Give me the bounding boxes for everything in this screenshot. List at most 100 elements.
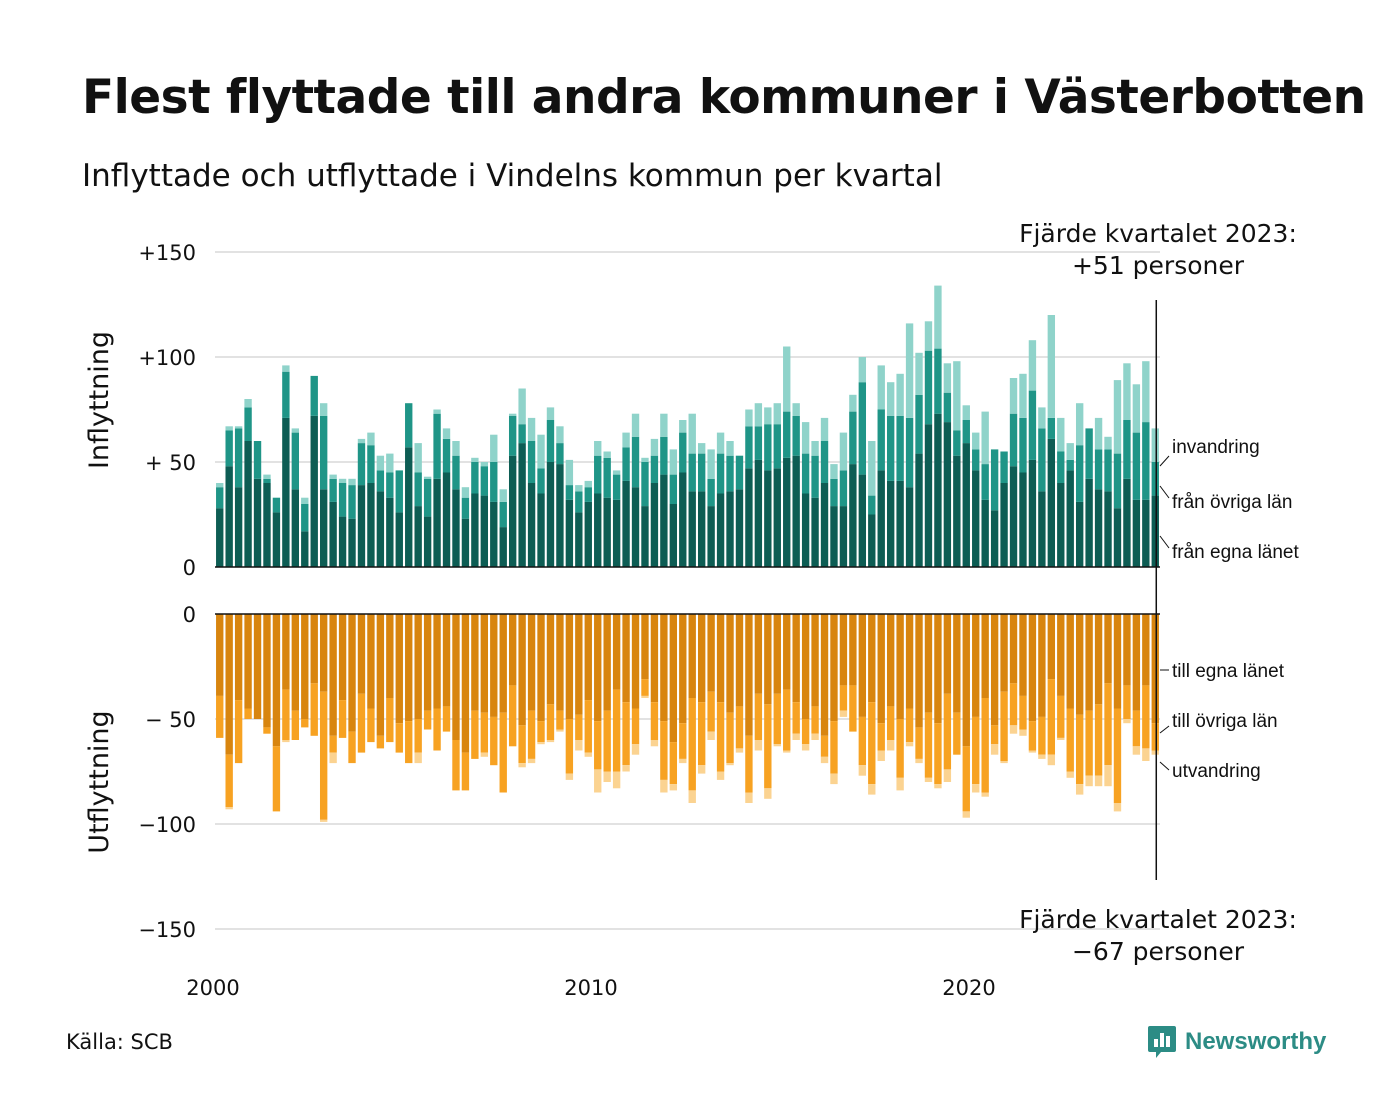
bar-in-0 [716, 493, 725, 567]
bar-ut-0 [348, 614, 356, 732]
bar-in-1 [716, 453, 725, 494]
bar-ut-1 [575, 714, 583, 740]
bar-ut-1 [594, 721, 602, 770]
bar-ut-2 [631, 744, 640, 755]
bar-in-1 [348, 485, 356, 519]
bar-ut-1 [565, 719, 574, 774]
bar-ut-2 [745, 792, 753, 803]
bar-ut-1 [953, 712, 961, 755]
bar-in-2 [414, 443, 422, 473]
bar-in-0 [272, 512, 281, 567]
bar-in-0 [1028, 459, 1037, 567]
bar-in-2 [972, 432, 980, 450]
bar-in-1 [1038, 428, 1046, 492]
bar-ut-2 [650, 740, 659, 747]
bar-in-1 [801, 453, 810, 494]
bar-in-1 [405, 403, 413, 448]
bar-in-0 [688, 491, 696, 567]
bar-in-1 [679, 432, 687, 473]
bar-ut-2 [697, 765, 706, 774]
bar-ut-1 [924, 712, 933, 778]
bar-ut-0 [338, 614, 347, 701]
bar-ut-1 [556, 710, 564, 730]
bar-in-0 [858, 474, 867, 567]
bar-ut-0 [461, 614, 470, 753]
bar-in-2 [1009, 378, 1018, 414]
bar-ut-2 [896, 777, 904, 791]
bar-in-0 [896, 480, 904, 567]
bar-in-0 [801, 493, 810, 567]
bar-in-0 [1075, 501, 1084, 567]
bar-ut-0 [575, 614, 583, 715]
bar-ut-1 [792, 702, 800, 734]
bar-ut-0 [216, 614, 224, 696]
bar-ut-1 [886, 706, 895, 740]
bar-ut-2 [839, 710, 848, 717]
bar-in-1 [754, 426, 763, 460]
bar-in-1 [471, 462, 479, 494]
bar-in-1 [603, 457, 611, 498]
bar-in-2 [868, 441, 876, 496]
bar-ut-0 [499, 614, 507, 713]
bar-ut-0 [896, 614, 904, 719]
bar-in-2 [697, 443, 706, 454]
bar-ut-1 [641, 679, 649, 696]
bar-in-1 [263, 478, 271, 483]
bar-in-1 [565, 485, 574, 500]
bar-in-1 [556, 443, 564, 465]
bar-ut-0 [1057, 614, 1065, 696]
bar-ut-1 [225, 754, 233, 808]
bar-in-0 [1047, 438, 1056, 567]
bar-ut-1 [934, 723, 942, 785]
bar-ut-0 [225, 614, 233, 755]
bar-in-0 [405, 447, 413, 567]
brand-name: Newsworthy [1185, 1028, 1327, 1055]
bar-in-1 [594, 455, 602, 494]
bar-in-0 [442, 472, 451, 567]
bar-in-2 [291, 428, 300, 433]
bar-ut-0 [877, 614, 885, 724]
bar-in-2 [518, 388, 526, 425]
bar-in-1 [537, 468, 545, 494]
bar-ut-0 [792, 614, 800, 703]
bar-in-1 [291, 432, 300, 490]
y-tick-label-bottom: 0 [183, 603, 196, 627]
bar-ut-0 [253, 614, 262, 719]
bar-ut-2 [527, 758, 536, 764]
bar-ut-0 [518, 614, 526, 726]
bar-ut-1 [679, 723, 687, 759]
bar-ut-0 [319, 614, 328, 692]
bar-ut-2 [1000, 761, 1008, 764]
bar-in-2 [650, 438, 659, 456]
bar-in-1 [839, 470, 848, 507]
bar-ut-0 [962, 614, 970, 747]
y-tick-label-bottom: −100 [138, 813, 196, 837]
bar-in-2 [839, 432, 848, 471]
bar-ut-0 [1047, 614, 1056, 680]
bar-in-1 [1028, 390, 1037, 460]
bar-in-0 [527, 483, 536, 567]
bar-in-2 [924, 321, 933, 351]
bar-ut-2 [1057, 737, 1065, 740]
bar-ut-0 [1009, 614, 1018, 684]
bar-in-0 [499, 527, 507, 567]
bar-in-0 [924, 424, 933, 567]
bar-in-1 [886, 415, 895, 481]
bar-in-0 [423, 516, 432, 567]
bar-ut-1 [622, 702, 630, 766]
bar-ut-2 [1075, 784, 1084, 795]
bar-in-1 [480, 466, 489, 496]
bar-ut-1 [471, 710, 479, 759]
bar-ut-0 [622, 614, 630, 703]
bar-ut-1 [1009, 683, 1018, 726]
bar-in-2 [631, 413, 640, 437]
bar-ut-1 [811, 706, 819, 734]
bar-in-2 [594, 441, 602, 456]
bar-in-1 [1123, 420, 1131, 479]
bar-ut-2 [1151, 750, 1159, 755]
bar-ut-2 [915, 758, 923, 764]
bar-ut-1 [896, 719, 904, 778]
bar-in-0 [556, 464, 564, 567]
bar-ut-2 [990, 744, 999, 755]
bar-in-1 [1085, 428, 1093, 479]
